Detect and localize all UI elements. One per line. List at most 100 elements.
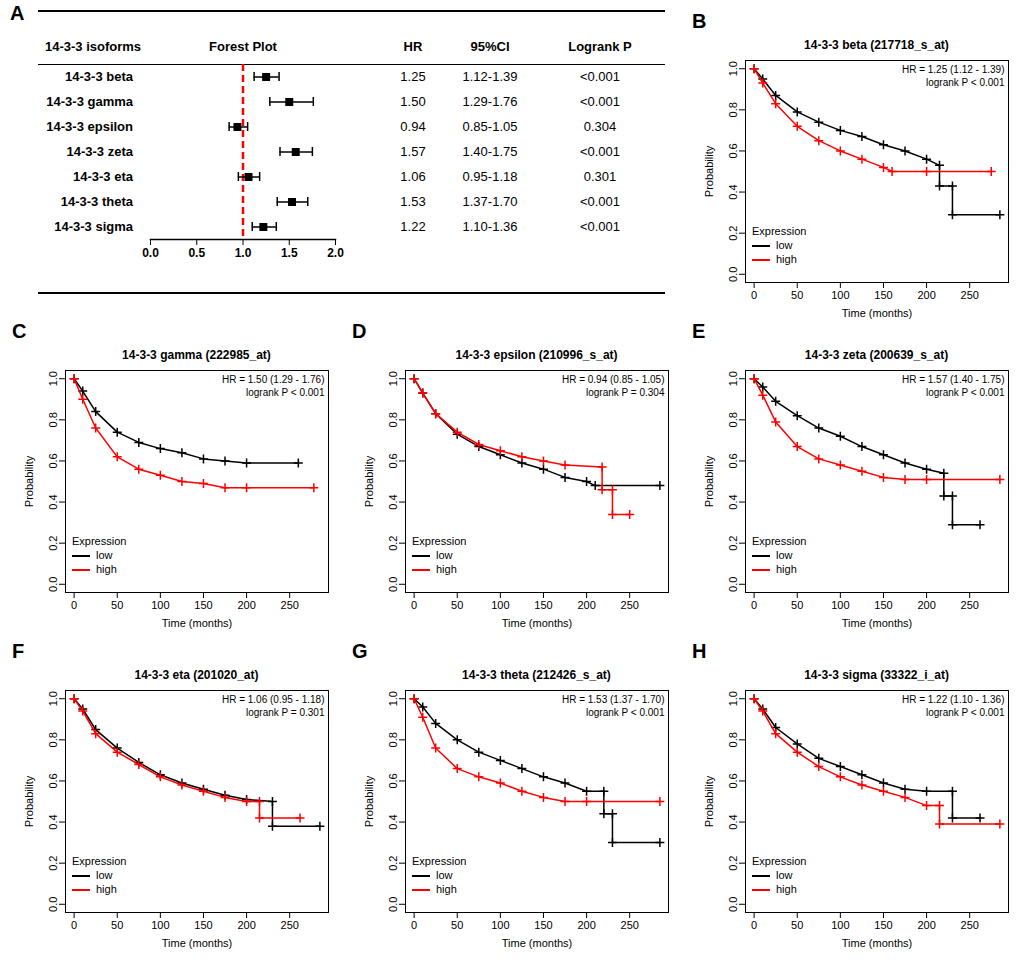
svg-text:0.4: 0.4	[727, 814, 739, 829]
svg-text:0.8: 0.8	[387, 732, 399, 747]
svg-text:Time (months): Time (months)	[502, 617, 573, 629]
svg-text:200: 200	[917, 599, 935, 611]
svg-text:0.4: 0.4	[387, 814, 399, 829]
svg-text:0.4: 0.4	[387, 494, 399, 509]
svg-text:HR = 1.53 (1.37 - 1.70): HR = 1.53 (1.37 - 1.70)	[562, 694, 665, 705]
svg-text:Time (months): Time (months)	[162, 617, 233, 629]
svg-text:1.0: 1.0	[387, 371, 399, 386]
svg-text:logrank P < 0.001: logrank P < 0.001	[586, 707, 665, 718]
svg-text:50: 50	[111, 599, 123, 611]
svg-text:200: 200	[577, 919, 595, 931]
svg-text:50: 50	[791, 919, 803, 931]
svg-text:Probability: Probability	[703, 145, 715, 197]
svg-text:250: 250	[961, 919, 979, 931]
svg-text:1.0: 1.0	[47, 691, 59, 706]
svg-text:0.2: 0.2	[47, 856, 59, 871]
svg-text:0.8: 0.8	[47, 732, 59, 747]
svg-text:Probability: Probability	[23, 775, 35, 827]
svg-text:1.0: 1.0	[47, 371, 59, 386]
svg-text:0.8: 0.8	[727, 412, 739, 427]
svg-text:0.6: 0.6	[727, 773, 739, 788]
svg-text:0.6: 0.6	[387, 453, 399, 468]
svg-text:0.2: 0.2	[387, 536, 399, 551]
svg-text:Time (months): Time (months)	[842, 617, 913, 629]
svg-text:1.0: 1.0	[727, 61, 739, 76]
svg-text:0.6: 0.6	[47, 453, 59, 468]
svg-text:logrank P = 0.304: logrank P = 0.304	[586, 387, 665, 398]
svg-text:Time (months): Time (months)	[842, 307, 913, 319]
svg-text:250: 250	[621, 599, 639, 611]
svg-text:Time (months): Time (months)	[162, 937, 233, 949]
svg-text:100: 100	[491, 919, 509, 931]
svg-text:100: 100	[831, 919, 849, 931]
svg-text:50: 50	[451, 919, 463, 931]
svg-text:0.6: 0.6	[387, 773, 399, 788]
svg-text:0.2: 0.2	[727, 226, 739, 241]
svg-text:50: 50	[451, 599, 463, 611]
svg-text:50: 50	[111, 919, 123, 931]
svg-text:250: 250	[281, 919, 299, 931]
svg-text:0.4: 0.4	[727, 184, 739, 199]
svg-text:logrank P < 0.001: logrank P < 0.001	[926, 77, 1005, 88]
svg-text:HR = 1.25 (1.12 - 1.39): HR = 1.25 (1.12 - 1.39)	[902, 64, 1005, 75]
svg-text:Time (months): Time (months)	[502, 937, 573, 949]
svg-text:0.6: 0.6	[727, 453, 739, 468]
svg-text:0.5: 0.5	[188, 246, 205, 260]
svg-text:0.0: 0.0	[727, 267, 739, 282]
svg-text:0.6: 0.6	[47, 773, 59, 788]
svg-text:0.0: 0.0	[47, 577, 59, 592]
svg-text:200: 200	[237, 599, 255, 611]
svg-text:logrank P < 0.001: logrank P < 0.001	[926, 707, 1005, 718]
svg-text:0.8: 0.8	[727, 102, 739, 117]
svg-text:200: 200	[577, 599, 595, 611]
svg-text:1.5: 1.5	[281, 246, 298, 260]
svg-text:0.2: 0.2	[727, 856, 739, 871]
svg-text:logrank P < 0.001: logrank P < 0.001	[246, 387, 325, 398]
svg-text:150: 150	[194, 599, 212, 611]
svg-text:0: 0	[71, 599, 77, 611]
svg-text:1.0: 1.0	[235, 246, 252, 260]
svg-text:logrank P = 0.301: logrank P = 0.301	[246, 707, 325, 718]
svg-text:HR = 1.06 (0.95 - 1.18): HR = 1.06 (0.95 - 1.18)	[222, 694, 325, 705]
svg-text:logrank P < 0.001: logrank P < 0.001	[926, 387, 1005, 398]
svg-text:2.0: 2.0	[327, 246, 344, 260]
svg-text:Time (months): Time (months)	[842, 937, 913, 949]
svg-text:150: 150	[194, 919, 212, 931]
svg-text:200: 200	[237, 919, 255, 931]
svg-text:200: 200	[917, 919, 935, 931]
svg-text:0: 0	[751, 919, 757, 931]
svg-text:0.2: 0.2	[727, 536, 739, 551]
svg-text:250: 250	[961, 599, 979, 611]
svg-text:0.2: 0.2	[387, 856, 399, 871]
svg-text:150: 150	[874, 289, 892, 301]
svg-text:1.0: 1.0	[387, 691, 399, 706]
svg-text:0.4: 0.4	[47, 814, 59, 829]
svg-text:Probability: Probability	[703, 775, 715, 827]
svg-text:0.0: 0.0	[47, 897, 59, 912]
svg-text:HR = 1.50 (1.29 - 1.76): HR = 1.50 (1.29 - 1.76)	[222, 374, 325, 385]
svg-text:0.6: 0.6	[727, 143, 739, 158]
svg-text:0.0: 0.0	[142, 246, 159, 260]
svg-text:50: 50	[791, 289, 803, 301]
svg-text:1.0: 1.0	[727, 691, 739, 706]
svg-text:0: 0	[71, 919, 77, 931]
svg-text:0: 0	[411, 599, 417, 611]
svg-text:1.0: 1.0	[727, 371, 739, 386]
svg-text:150: 150	[874, 919, 892, 931]
svg-text:250: 250	[281, 599, 299, 611]
svg-text:HR = 1.22 (1.10 - 1.36): HR = 1.22 (1.10 - 1.36)	[902, 694, 1005, 705]
svg-text:250: 250	[961, 289, 979, 301]
svg-text:Probability: Probability	[703, 455, 715, 507]
svg-text:100: 100	[831, 599, 849, 611]
svg-text:0.2: 0.2	[47, 536, 59, 551]
svg-text:0: 0	[751, 599, 757, 611]
svg-text:0.4: 0.4	[47, 494, 59, 509]
svg-text:0.0: 0.0	[387, 577, 399, 592]
svg-text:0.0: 0.0	[727, 897, 739, 912]
svg-text:0.8: 0.8	[727, 732, 739, 747]
svg-text:150: 150	[874, 599, 892, 611]
svg-text:Probability: Probability	[363, 455, 375, 507]
svg-text:HR = 0.94 (0.85 - 1.05): HR = 0.94 (0.85 - 1.05)	[562, 374, 665, 385]
svg-text:100: 100	[151, 599, 169, 611]
svg-text:0.0: 0.0	[387, 897, 399, 912]
